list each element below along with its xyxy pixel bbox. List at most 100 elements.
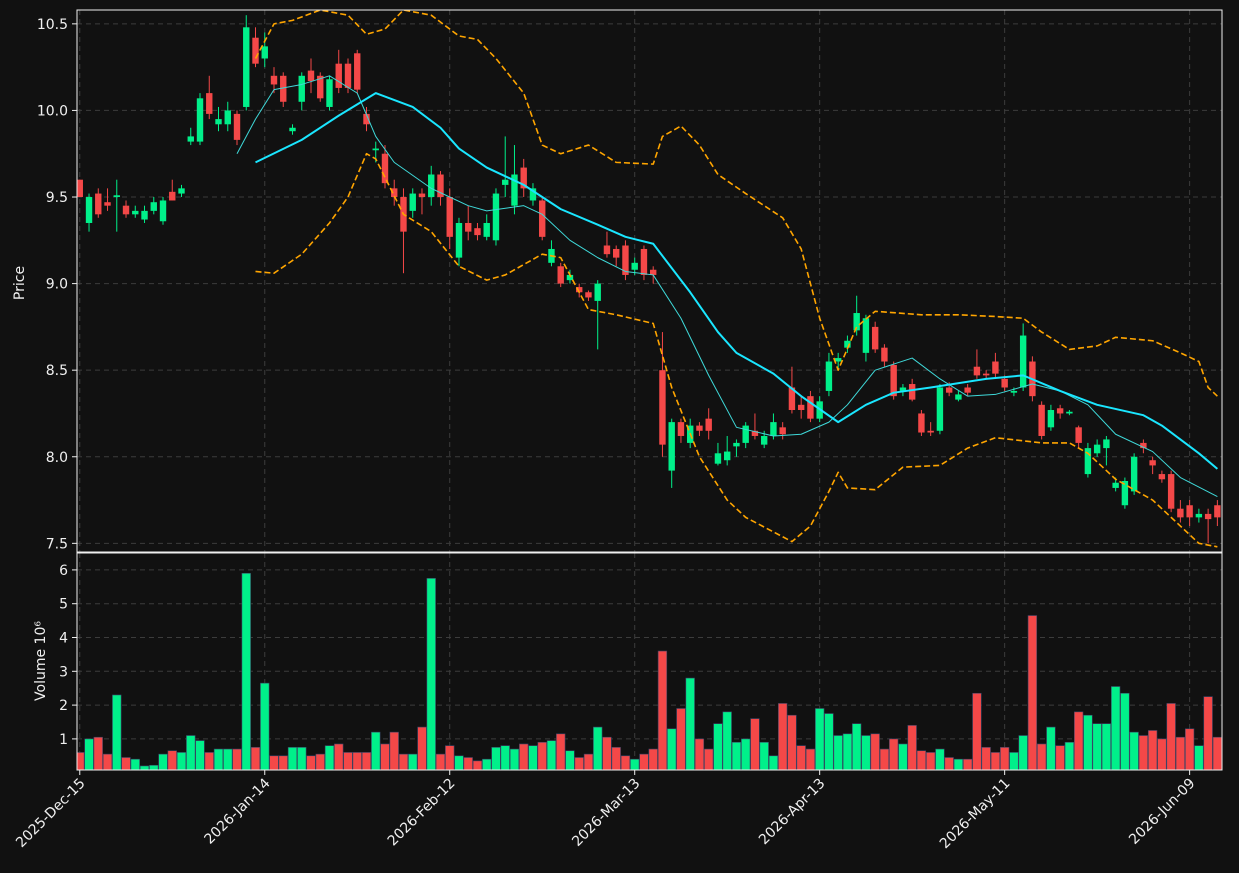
candle-body	[261, 46, 268, 59]
candle-body	[631, 262, 638, 270]
volume-bar	[1175, 736, 1186, 770]
candle-body	[502, 179, 509, 185]
volume-bar	[1083, 714, 1093, 770]
volume-bar	[1147, 730, 1158, 770]
candle-body	[696, 425, 703, 431]
volume-bar	[953, 758, 964, 770]
y-axis-label: Price	[12, 266, 28, 300]
candle-body	[363, 113, 370, 125]
volume-bar	[371, 731, 381, 770]
candle-body	[95, 193, 102, 215]
volume-bar	[796, 745, 806, 770]
volume-bar	[213, 748, 224, 770]
volume-bar	[574, 757, 584, 770]
candle-body	[1056, 408, 1064, 414]
volume-bar	[149, 764, 159, 770]
y-tick-label: 9.5	[46, 190, 68, 206]
y-tick-label: 10.5	[37, 17, 68, 33]
indicator-line	[255, 152, 1218, 548]
volume-bar	[935, 748, 945, 770]
volume-bar	[972, 692, 982, 770]
volume-bar	[556, 733, 566, 770]
candle-body	[317, 75, 324, 99]
y-tick-label: 3	[59, 664, 68, 680]
volume-bar	[472, 760, 483, 770]
volume-bar	[907, 725, 917, 770]
candle-body	[1093, 444, 1101, 454]
volume-bar	[130, 758, 140, 770]
volume-bar	[93, 736, 103, 770]
candle-body	[742, 425, 749, 443]
volume-bar	[102, 753, 113, 770]
volume-bar	[306, 755, 316, 770]
volume-bar	[380, 743, 390, 770]
volume-bar	[824, 713, 834, 770]
volume-bar	[519, 743, 529, 770]
candle-body	[890, 364, 897, 397]
candle-body	[1214, 505, 1221, 518]
candle-body	[280, 75, 287, 102]
candle-body	[862, 318, 870, 353]
volume-bar	[602, 736, 612, 770]
candle-body	[1019, 335, 1027, 388]
volume-bar	[1018, 735, 1028, 770]
volume-bar	[260, 682, 270, 770]
candle-body	[1084, 448, 1092, 475]
candle-body	[1149, 460, 1156, 466]
candle-body	[1066, 411, 1073, 414]
volume-bar	[768, 755, 779, 770]
candle-body	[307, 70, 315, 81]
volume-bar	[195, 740, 205, 770]
candle-body	[104, 202, 111, 206]
volume-bar	[287, 747, 298, 770]
volume-bar	[121, 757, 131, 770]
candle-body	[428, 174, 435, 198]
candle-body	[945, 387, 953, 393]
volume-plot	[77, 572, 1222, 770]
candle-body	[113, 195, 120, 198]
volume-bar	[278, 755, 288, 770]
candle-body	[391, 188, 398, 198]
volume-bar	[879, 748, 890, 770]
volume-bar	[269, 755, 279, 770]
candle-body	[927, 430, 934, 433]
volume-bar	[870, 733, 880, 770]
volume-bar	[398, 753, 409, 770]
candle-body	[613, 248, 620, 258]
candle-body	[455, 222, 463, 258]
candle-body	[298, 75, 305, 102]
candle-body	[1075, 427, 1082, 443]
candle-body	[557, 266, 564, 284]
volume-bar	[77, 752, 85, 770]
indicator-line	[254, 10, 1218, 397]
candle-body	[1047, 410, 1055, 428]
volume-bar	[926, 752, 936, 770]
candle-body	[1038, 404, 1045, 436]
volume-bar	[1009, 752, 1019, 770]
volume-bar	[1000, 747, 1010, 770]
volume-bar	[454, 755, 464, 770]
volume-bar	[204, 752, 214, 770]
volume-bar	[537, 741, 547, 770]
volume-bar	[463, 757, 473, 770]
volume-bar	[158, 753, 168, 770]
volume-bar	[1037, 743, 1047, 770]
candle-body	[770, 422, 777, 436]
candle-body	[224, 110, 231, 125]
volume-bar	[722, 711, 732, 770]
candle-body	[640, 248, 648, 275]
volume-bar	[1027, 615, 1038, 770]
candle-body	[529, 188, 537, 201]
volume-bar	[842, 733, 853, 770]
candle-body	[649, 269, 657, 275]
y-tick-label: 1	[59, 732, 68, 748]
volume-bar	[361, 752, 372, 770]
candle-body	[150, 202, 157, 211]
candle-body	[797, 404, 805, 411]
candle-body	[1140, 442, 1147, 449]
candle-body	[677, 422, 685, 436]
candle-body	[733, 442, 740, 447]
volume-bar	[250, 747, 261, 770]
candle-body	[955, 394, 962, 400]
candle-body	[372, 148, 379, 151]
